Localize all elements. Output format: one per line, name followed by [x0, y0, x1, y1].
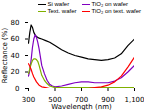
html-text:TiO₂ on wafer: TiO₂ on wafer: [91, 1, 128, 7]
html-text:Text. wafer: Text. wafer: [47, 8, 77, 14]
svg-text:900: 900: [101, 96, 115, 105]
svg-text:20: 20: [11, 68, 20, 76]
svg-text:0: 0: [15, 85, 19, 93]
svg-text:80: 80: [11, 19, 20, 27]
svg-text:Reflectance (%): Reflectance (%): [1, 28, 9, 84]
svg-text:500: 500: [48, 96, 62, 105]
svg-text:1,100: 1,100: [124, 96, 144, 104]
svg-text:40: 40: [11, 52, 20, 60]
svg-text:60: 60: [11, 35, 20, 43]
html-text:TiO₂ on text. wafer: TiO₂ on text. wafer: [91, 8, 141, 14]
html-text:Si wafer: Si wafer: [47, 1, 70, 7]
svg-text:300: 300: [22, 96, 35, 104]
svg-text:Wavelength (nm): Wavelength (nm): [51, 103, 112, 111]
svg-text:700: 700: [74, 96, 89, 105]
